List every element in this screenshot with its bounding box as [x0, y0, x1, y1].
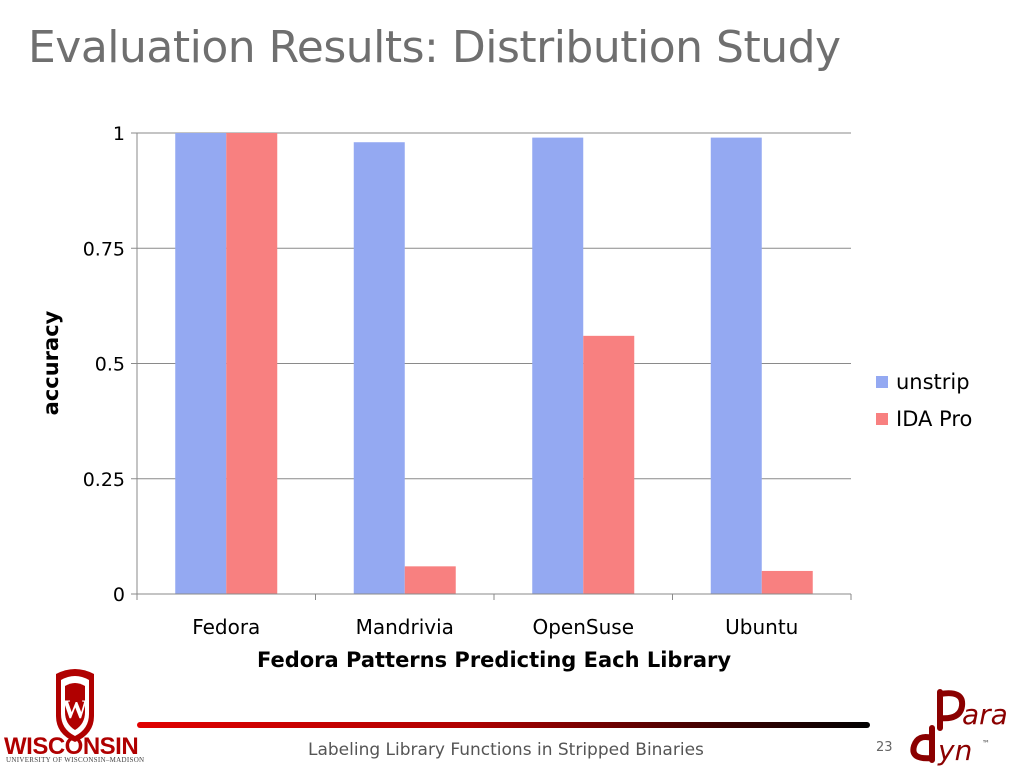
- y-axis-title: accuracy: [39, 310, 63, 415]
- bars: [175, 133, 813, 595]
- x-axis-title: Fedora Patterns Predicting Each Library: [257, 648, 731, 672]
- bar-unstrip-opensuse: [532, 137, 584, 595]
- bar-ida-pro-opensuse: [583, 335, 635, 594]
- logo-word-top: ara: [962, 698, 1008, 731]
- bar-unstrip-mandrivia: [353, 142, 405, 594]
- legend: unstrip IDA Pro: [876, 370, 972, 431]
- page-number: 23: [876, 740, 893, 755]
- slide-title: Evaluation Results: Distribution Study: [28, 22, 841, 73]
- uw-subtitle: UNIVERSITY OF WISCONSIN–MADISON: [6, 756, 145, 764]
- logo-trademark: ™: [982, 739, 990, 748]
- axes: [131, 132, 852, 600]
- legend-label: IDA Pro: [896, 407, 972, 431]
- uw-wordmark: WISCONSIN: [4, 733, 139, 760]
- x-tick-label: Fedora: [192, 615, 260, 639]
- x-tick-label: OpenSuse: [532, 615, 634, 639]
- legend-swatch: [876, 413, 888, 425]
- footer-text: Labeling Library Functions in Stripped B…: [308, 740, 704, 760]
- y-tick-label: 0.75: [83, 238, 125, 260]
- crest-letter: W: [62, 695, 88, 724]
- y-tick-label: 0.25: [83, 469, 125, 491]
- logo-word-bottom: yn: [937, 734, 972, 766]
- x-tick-label: Ubuntu: [725, 615, 798, 639]
- bar-ida-pro-mandrivia: [404, 566, 456, 594]
- uw-crest-icon: W: [56, 669, 94, 742]
- bar-unstrip-fedora: [175, 133, 227, 594]
- bar-ida-pro-fedora: [226, 133, 278, 594]
- legend-label: unstrip: [896, 370, 970, 394]
- y-tick-label: 1: [113, 123, 125, 145]
- paradyn-logo-icon: ara yn ™: [910, 689, 1008, 766]
- bar-ida-pro-ubuntu: [761, 570, 813, 594]
- bar-chart: 0 0.25 0.5 0.75 1 Fedora Mandrivia OpenSuse Ubun…: [39, 123, 972, 672]
- tick-labels: 0 0.25 0.5 0.75 1 Fedora Mandrivia OpenSuse Ubun…: [83, 123, 799, 639]
- legend-swatch: [876, 376, 888, 388]
- y-tick-label: 0.5: [95, 354, 125, 376]
- y-tick-label: 0: [113, 584, 125, 606]
- x-tick-label: Mandrivia: [356, 615, 454, 639]
- bar-unstrip-ubuntu: [710, 137, 762, 595]
- footer-rule: [137, 722, 870, 728]
